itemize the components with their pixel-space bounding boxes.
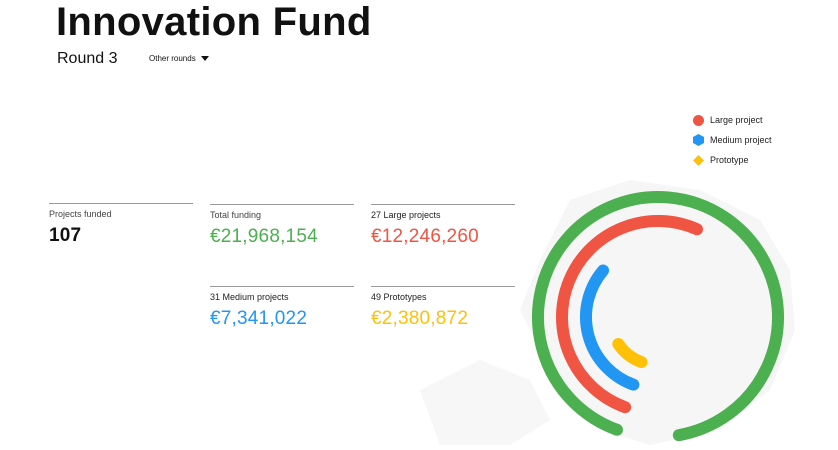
page-title: Innovation Fund	[56, 0, 372, 44]
diamond-icon	[692, 154, 704, 166]
stat-projects-funded: Projects funded 107	[49, 203, 193, 249]
legend-item-prototype: Prototype	[692, 150, 772, 170]
stat-label: 27 Large projects	[371, 210, 441, 220]
stat-label: Total funding	[210, 210, 262, 220]
circle-icon	[692, 114, 704, 126]
arc-medium-project	[580, 264, 640, 391]
stat-total-funding: Total funding €21,968,154	[210, 204, 354, 250]
legend-label: Medium project	[710, 135, 772, 145]
radial-funding-chart	[532, 191, 784, 442]
round-label: Round 3	[57, 50, 118, 67]
stat-medium-projects: 31 Medium projects €7,341,022	[210, 286, 354, 332]
chart-legend: Large project Medium project Prototype	[692, 110, 772, 170]
hexagon-icon	[692, 134, 704, 146]
arc-prototype	[612, 338, 648, 369]
caret-down-icon	[200, 56, 209, 61]
stat-large-projects: 27 Large projects €12,246,260	[371, 204, 515, 250]
stat-label: Projects funded	[49, 209, 112, 219]
stat-value: €12,246,260	[371, 226, 479, 247]
stat-value: 107	[49, 225, 82, 246]
legend-label: Prototype	[710, 155, 749, 165]
stat-value: €7,341,022	[210, 308, 308, 329]
legend-item-large: Large project	[692, 110, 772, 130]
arc-large-project	[556, 215, 703, 414]
stat-label: 49 Prototypes	[371, 292, 427, 302]
legend-label: Large project	[710, 115, 763, 125]
stat-value: €2,380,872	[371, 308, 469, 329]
other-rounds-label: Other rounds	[149, 54, 196, 63]
stat-label: 31 Medium projects	[210, 292, 289, 302]
arc-total-funding	[532, 191, 784, 442]
stat-value: €21,968,154	[210, 226, 318, 247]
legend-item-medium: Medium project	[692, 130, 772, 150]
other-rounds-dropdown[interactable]: Other rounds	[149, 54, 209, 63]
stat-prototypes: 49 Prototypes €2,380,872	[371, 286, 515, 332]
